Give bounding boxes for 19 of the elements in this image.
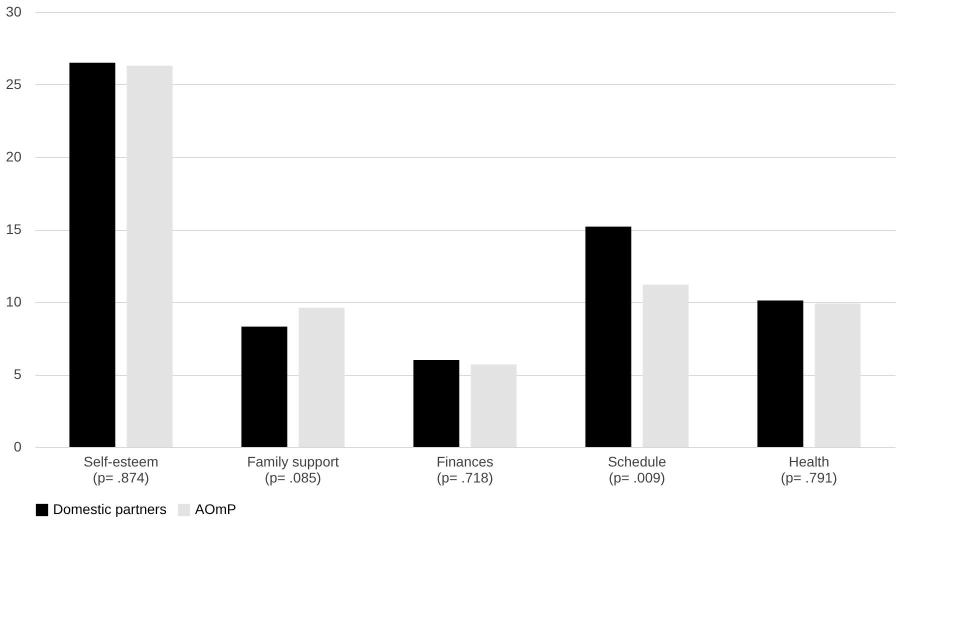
y-tick-label: 5 <box>14 366 22 382</box>
bar <box>241 326 288 447</box>
legend-label: Domestic partners <box>53 501 167 517</box>
x-tick-label: Schedule (p= .009) <box>608 454 666 486</box>
x-tick-label: Family support (p= .085) <box>247 454 340 486</box>
bar <box>69 62 116 447</box>
bar <box>585 226 632 447</box>
y-tick-label: 10 <box>6 294 22 310</box>
y-tick-label: 25 <box>6 76 22 92</box>
y-tick-label: 15 <box>6 221 22 237</box>
x-tick-label: Finances (p= .718) <box>436 454 494 486</box>
y-tick-label: 0 <box>14 438 22 454</box>
x-tick-label: Health (p= .791) <box>780 454 838 486</box>
legend-label: AOmP <box>195 501 236 517</box>
y-tick-label: 20 <box>6 148 22 164</box>
y-tick-label: 30 <box>6 4 22 20</box>
bar <box>757 300 804 447</box>
bar <box>413 360 460 447</box>
x-tick-label: Self-esteem (p= .874) <box>84 454 158 486</box>
